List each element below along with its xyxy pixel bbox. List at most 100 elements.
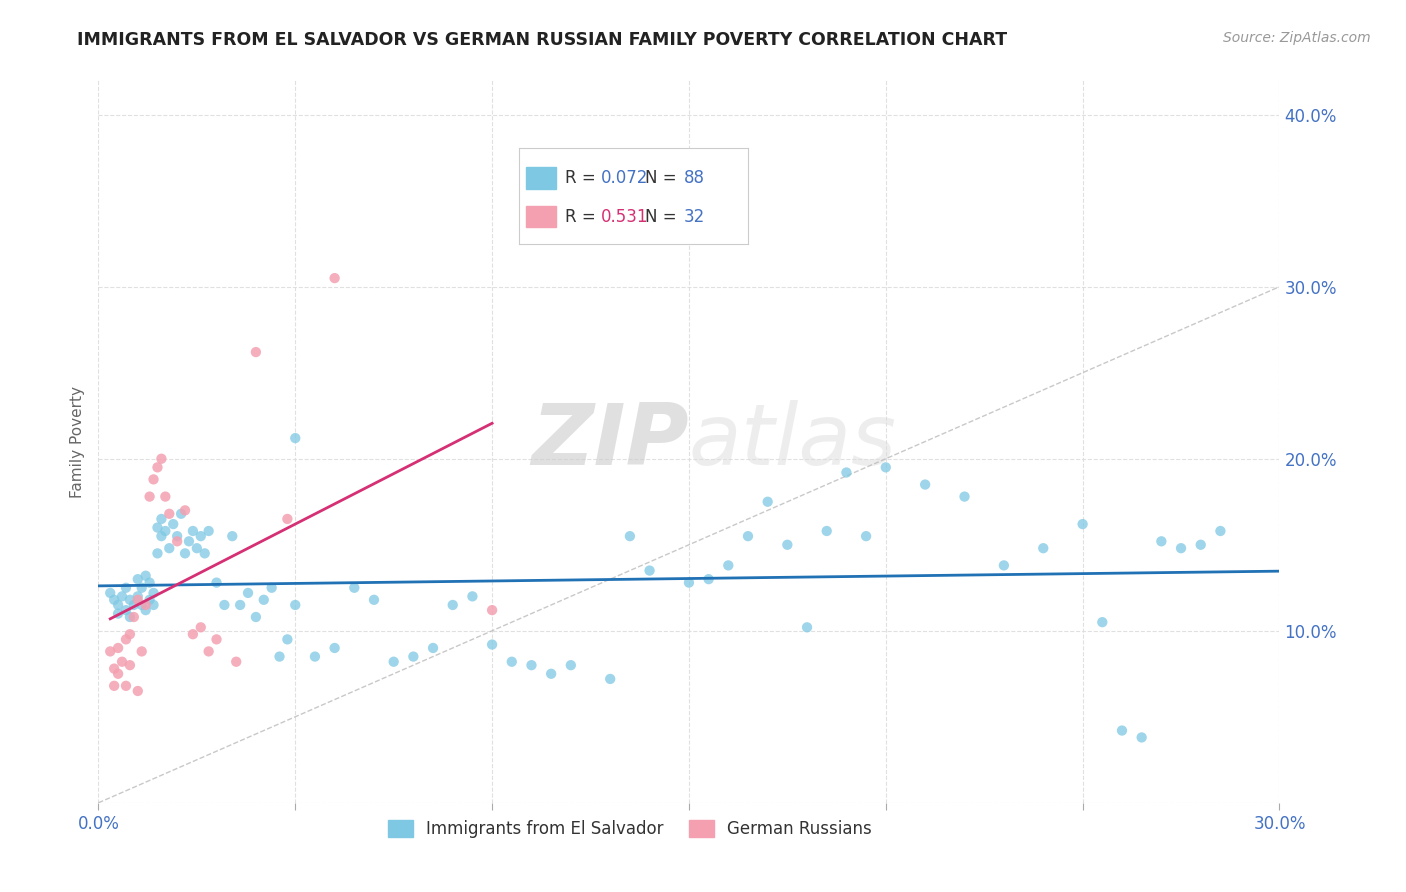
Point [186,541,208,556]
Point [138,592,160,607]
Bar [526,168,555,188]
Point [323,640,346,655]
Point [118,610,141,624]
Point [103,679,125,693]
Point [135,568,157,582]
Point [855,529,877,543]
Point [638,564,661,578]
Point [323,271,346,285]
Point [284,431,307,445]
Point [717,558,740,573]
Point [236,586,259,600]
Point [197,644,219,658]
Point [118,592,141,607]
Point [146,520,169,534]
Point [177,534,200,549]
Point [382,655,405,669]
Point [276,632,298,647]
Point [98,586,121,600]
Point [127,592,149,607]
Text: atlas: atlas [689,400,897,483]
Point [174,546,197,560]
Point [229,598,252,612]
Point [138,575,160,590]
Point [276,512,298,526]
Point [197,524,219,538]
Point [619,529,641,543]
Point [1130,731,1153,745]
Point [98,644,121,658]
Text: N =: N = [645,169,682,187]
Point [131,581,153,595]
Text: Source: ZipAtlas.com: Source: ZipAtlas.com [1223,31,1371,45]
Point [115,679,138,693]
Point [269,649,291,664]
Point [146,460,169,475]
Point [422,640,444,655]
Point [127,590,149,604]
Point [190,620,212,634]
Point [815,524,838,538]
Point [157,507,180,521]
Text: ZIP: ZIP [531,400,689,483]
Point [560,658,582,673]
Point [146,546,169,560]
Point [520,658,543,673]
Point [135,603,157,617]
Point [194,546,217,560]
Point [118,658,141,673]
Point [115,632,138,647]
Point [115,603,138,617]
Point [260,581,283,595]
Point [111,590,134,604]
Point [953,490,976,504]
Point [796,620,818,634]
Point [461,590,484,604]
Point [481,638,503,652]
Point [363,592,385,607]
Point [1170,541,1192,556]
Point [1150,534,1173,549]
Point [111,655,134,669]
Point [205,575,228,590]
Point [155,490,177,504]
Point [245,345,267,359]
Point [1111,723,1133,738]
Text: 0.531: 0.531 [602,208,648,226]
Point [103,592,125,607]
Text: 32: 32 [683,208,704,226]
Point [174,503,197,517]
Point [131,644,153,658]
Bar [526,206,555,227]
Point [118,627,141,641]
Point [835,466,858,480]
Point [131,598,153,612]
Point [107,640,129,655]
Point [103,662,125,676]
Point [678,575,700,590]
Point [150,512,173,526]
Point [737,529,759,543]
Point [205,632,228,647]
Text: N =: N = [645,208,682,226]
Point [142,598,165,612]
Point [304,649,326,664]
Point [115,581,138,595]
Point [1032,541,1054,556]
Point [157,541,180,556]
Point [221,529,243,543]
Point [142,586,165,600]
Y-axis label: Family Poverty: Family Poverty [70,385,86,498]
Point [1209,524,1232,538]
Point [138,490,160,504]
Point [107,666,129,681]
Point [122,610,145,624]
Point [1189,538,1212,552]
Point [127,572,149,586]
Point [245,610,267,624]
Point [190,529,212,543]
Point [166,534,188,549]
Point [481,603,503,617]
Point [697,572,720,586]
Point [150,529,173,543]
